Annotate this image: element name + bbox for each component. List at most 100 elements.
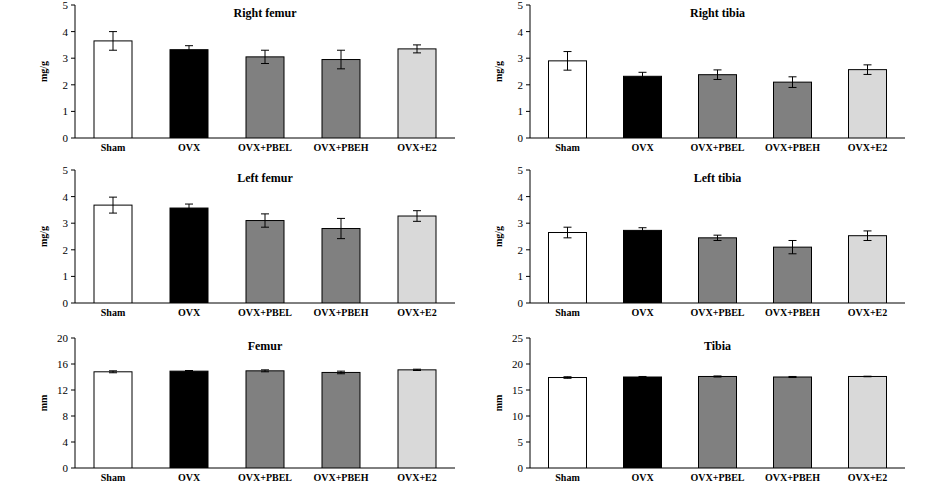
y-tick xyxy=(526,249,530,250)
error-cap xyxy=(864,230,872,231)
y-tick-label: 3 xyxy=(63,217,69,229)
error-cap xyxy=(864,240,872,241)
bars xyxy=(94,369,436,468)
y-tick-label: 1 xyxy=(518,270,524,282)
y-tick-label: 3 xyxy=(63,52,69,64)
y-tick xyxy=(71,196,75,197)
error-stem xyxy=(417,211,418,222)
y-tick-label: 15 xyxy=(512,384,524,396)
error-cap xyxy=(261,369,269,370)
bar xyxy=(398,370,436,468)
error-cap xyxy=(109,372,117,373)
error-cap xyxy=(337,68,345,69)
error-cap xyxy=(109,370,117,371)
x-tick-label: OVX+PBEH xyxy=(313,307,368,318)
error-cap xyxy=(864,376,872,377)
y-axis xyxy=(75,338,76,468)
y-tick-label: 2 xyxy=(518,79,524,91)
error-cap xyxy=(564,227,572,228)
error-stem xyxy=(867,65,868,75)
bar xyxy=(624,76,662,138)
error-bar xyxy=(714,70,722,80)
bar xyxy=(549,61,587,138)
y-axis xyxy=(530,338,531,468)
x-tick-label: OVX+PBEL xyxy=(238,472,292,483)
bar xyxy=(94,205,132,303)
error-cap xyxy=(413,221,421,222)
y-tick xyxy=(526,468,530,469)
error-cap xyxy=(109,213,117,214)
error-bar xyxy=(185,46,193,54)
x-tick-label: Sham xyxy=(101,472,126,483)
y-tick-label: 3 xyxy=(518,217,524,229)
error-cap xyxy=(261,63,269,64)
x-tick-label: OVX+PBEL xyxy=(690,472,744,483)
x-tick-label: OVX+PBEH xyxy=(313,472,368,483)
y-tick-label: 5 xyxy=(63,164,69,176)
y-tick xyxy=(526,84,530,85)
error-cap xyxy=(714,375,722,376)
bar xyxy=(549,378,587,468)
error-bar xyxy=(864,376,872,378)
x-tick-label: OVX xyxy=(631,472,654,483)
error-cap xyxy=(789,253,797,254)
y-tick xyxy=(71,170,75,171)
y-tick-label: 0 xyxy=(63,297,69,309)
x-tick-label: OVX+E2 xyxy=(848,307,888,318)
x-tick-label: OVX+PBEH xyxy=(765,472,820,483)
error-cap xyxy=(185,45,193,46)
bar xyxy=(246,371,284,468)
y-tick-label: 0 xyxy=(518,132,524,144)
y-tick xyxy=(71,364,75,365)
panel: 012345mg/gLeft tibiaShamOVXOVX+PBELOVX+P… xyxy=(493,164,905,318)
bar xyxy=(774,377,812,468)
error-stem xyxy=(341,218,342,238)
y-axis-label: mg/g xyxy=(493,226,504,247)
y-tick xyxy=(526,338,530,339)
error-cap xyxy=(185,371,193,372)
error-cap xyxy=(185,212,193,213)
y-tick-label: 5 xyxy=(518,436,524,448)
x-tick-label: OVX+PBEH xyxy=(765,307,820,318)
y-tick-label: 10 xyxy=(512,410,524,422)
y-tick xyxy=(71,223,75,224)
error-cap xyxy=(413,44,421,45)
error-cap xyxy=(714,240,722,241)
bar xyxy=(170,50,208,138)
bar xyxy=(322,229,360,303)
y-tick xyxy=(71,416,75,417)
error-bar xyxy=(261,370,269,372)
bars xyxy=(549,52,887,138)
x-tick-label: OVX+PBEH xyxy=(765,142,820,153)
y-tick-label: 20 xyxy=(512,358,524,370)
y-tick-label: 25 xyxy=(512,332,524,344)
error-bar xyxy=(337,371,345,374)
error-cap xyxy=(564,378,572,379)
error-cap xyxy=(639,72,647,73)
x-tick-label: OVX+PBEH xyxy=(313,142,368,153)
title: Left femur xyxy=(237,171,293,185)
error-cap xyxy=(337,50,345,51)
y-tick xyxy=(71,303,75,304)
bar xyxy=(246,57,284,138)
panel: 012345mg/gRight femurShamOVXOVX+PBELOVX+… xyxy=(38,0,455,153)
error-cap xyxy=(261,50,269,51)
error-bar xyxy=(413,45,421,53)
y-tick xyxy=(526,442,530,443)
error-bar xyxy=(109,32,117,51)
error-bar xyxy=(261,50,269,63)
error-cap xyxy=(564,70,572,71)
error-stem xyxy=(189,46,190,54)
error-stem xyxy=(567,227,568,238)
y-tick-label: 16 xyxy=(57,358,69,370)
error-stem xyxy=(341,50,342,69)
x-tick-label: OVX xyxy=(178,472,201,483)
error-bar xyxy=(639,228,647,233)
y-axis-label: mg/g xyxy=(38,61,49,82)
bar xyxy=(94,41,132,138)
y-tick-label: 20 xyxy=(57,332,69,344)
x-tick-label: OVX xyxy=(178,142,201,153)
y-tick xyxy=(71,111,75,112)
y-tick-label: 4 xyxy=(63,191,69,203)
error-cap xyxy=(185,370,193,371)
